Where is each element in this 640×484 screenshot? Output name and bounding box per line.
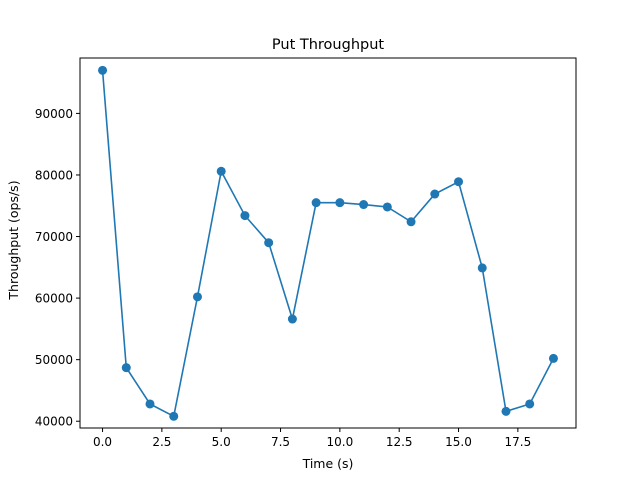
y-tick-label: 80000 <box>35 168 73 182</box>
x-tick-label: 0.0 <box>93 435 112 449</box>
x-axis-label: Time (s) <box>302 456 354 471</box>
y-axis-label: Throughput (ops/s) <box>6 180 21 300</box>
chart-title: Put Throughput <box>272 37 385 53</box>
data-point <box>335 198 345 208</box>
y-tick-label: 70000 <box>35 230 73 244</box>
plot-area <box>98 65 558 421</box>
data-point <box>216 166 226 176</box>
data-point <box>240 211 250 221</box>
data-point <box>98 65 108 75</box>
plot-frame <box>79 57 577 429</box>
data-point <box>121 363 131 373</box>
data-point <box>430 189 440 199</box>
data-point <box>264 238 274 248</box>
axis-ticks: 0.0 2.5 5.0 7.5 10.0 12.5 15.0 17.5 40000 50000 60… <box>35 107 531 449</box>
data-point <box>382 202 392 212</box>
x-tick-label: 7.5 <box>271 435 290 449</box>
x-tick-label: 17.5 <box>504 435 531 449</box>
data-point <box>145 399 155 409</box>
series-line <box>101 70 555 418</box>
data-point <box>454 177 464 187</box>
y-tick-label: 90000 <box>35 107 73 121</box>
x-tick-label: 2.5 <box>152 435 171 449</box>
data-point <box>548 353 558 363</box>
data-point <box>501 406 511 416</box>
data-point <box>477 263 487 273</box>
data-point <box>192 292 202 302</box>
data-point <box>525 399 535 409</box>
data-point <box>406 217 416 227</box>
x-tick-label: 5.0 <box>212 435 231 449</box>
y-tick-label: 50000 <box>35 353 73 367</box>
data-point <box>311 198 321 208</box>
data-point <box>287 314 297 324</box>
y-tick-label: 40000 <box>35 415 73 429</box>
data-point <box>359 200 369 210</box>
x-tick-label: 15.0 <box>445 435 472 449</box>
x-tick-label: 12.5 <box>386 435 413 449</box>
y-tick-label: 60000 <box>35 292 73 306</box>
data-point <box>169 411 179 421</box>
x-tick-label: 10.0 <box>327 435 354 449</box>
